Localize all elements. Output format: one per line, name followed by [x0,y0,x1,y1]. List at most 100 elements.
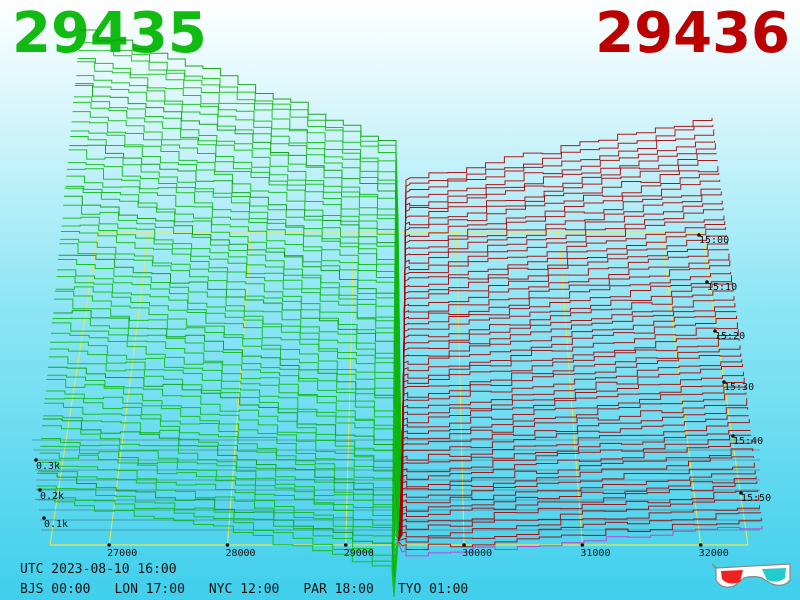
ask-depth-line [399,315,738,538]
time-tick-label: 15:40 [733,436,763,447]
bid-depth-line [78,50,403,536]
time-tick-dot [731,434,735,438]
ask-depth-line [399,345,741,539]
ask-depth-line [398,419,750,540]
bid-depth-line [54,298,401,539]
price-tick-dot [107,543,111,547]
ask-depth-line [399,359,743,539]
price-tick-dot [225,543,230,547]
ask-depth-line [399,338,740,539]
time-tick-dot [739,491,743,495]
bid-depth-line [68,149,402,537]
bid-depth-line [41,425,399,541]
chart-labels: 27000 28000 29000 30000 31000 32000 15:00 15:10… [34,233,771,559]
ask-depth-line [398,386,746,540]
time-tick-label: 15:10 [707,282,737,293]
ask-depth-line [397,505,760,541]
ask-depth-line [398,430,751,540]
ask-depth-line [399,363,743,539]
ask-depth-line [400,227,727,537]
bid-depth-line [46,379,400,540]
ask-depth-line [400,271,732,538]
ask-depth-line [399,288,734,538]
bid-depth-line [56,276,401,539]
price-tick-label: 30000 [462,548,492,559]
bid-depth-line [54,290,401,539]
ask-depth-line [397,495,760,541]
bid-depth-line [51,332,400,539]
time-tick-label: 15:00 [699,235,729,246]
bid-depth-line [62,216,401,538]
price-tick-dot [343,543,348,547]
city-time: TYO 01:00 [397,582,469,597]
bid-depth-line [65,185,402,537]
ask-depth-line [399,353,742,539]
price-tick-label: 28000 [225,548,255,559]
city-times: BJS 00:00 LON 17:00 NYC 12:00 PAR 18:00 TYO … [20,580,492,600]
ask-depth-line [400,191,722,537]
bid-depth-line [42,418,400,541]
time-tick-label: 15:30 [724,382,754,393]
bid-depth-line [57,269,401,539]
ask-depth-line [400,260,731,538]
utc-time: UTC 2023-08-10 16:00 [20,562,177,577]
volume-tick-label: 0.1k [44,519,68,530]
ask-depth-line [400,253,730,538]
bid-price: 29435 [12,1,207,66]
bid-depth-line [35,488,399,591]
ask-depth-line [400,179,721,536]
bid-depth-line [51,322,400,539]
time-tick-dot [722,380,726,384]
city-time: BJS 00:00 [20,582,91,597]
price-grid-line [455,231,465,546]
ask-depth-line [398,415,749,540]
bid-depth-line [52,317,401,539]
bid-depth-line [39,452,399,559]
price-tick-dot [698,543,703,547]
bid-depth-line [71,121,402,537]
clock-block: UTC 2023-08-10 16:00 BJS 00:00 LON 17:00 N… [20,560,492,600]
bid-depth-line [58,254,401,538]
ask-depth-line [401,129,715,536]
volume-tick-dot [34,458,38,462]
ask-depth-line [398,462,755,541]
bid-depth-line [73,101,402,536]
time-tick-label: 15:50 [741,493,771,504]
ask-depth-line [399,303,736,538]
bid-depth-line [75,83,403,536]
ask-depth-line [401,124,714,536]
ask-depth-line [397,517,762,550]
ask-price: 29436 [595,1,790,66]
bid-depth-line [70,130,402,537]
bid-depth-line [63,204,401,538]
3d-glasses-icon[interactable] [712,560,794,592]
price-tick-dot [462,543,466,547]
ask-depth-line [398,398,748,540]
ask-depth-line [400,221,726,537]
bid-depth-line [72,111,402,537]
bid-depth-line [79,42,403,536]
ask-depth-line [400,200,723,537]
bid-depth-line [69,144,402,537]
ask-depth-line [401,117,713,536]
ask-depth-line [398,470,756,541]
ask-depth-line [397,525,763,557]
ask-depth-surface [397,117,763,557]
ask-depth-line [399,275,732,538]
ask-depth-line [401,166,719,536]
ask-depth-line [401,153,717,536]
bid-depth-line [44,402,400,540]
ask-depth-line [399,296,735,538]
bid-depth-line [67,168,402,537]
bid-depth-line [53,310,401,539]
city-time: LON 17:00 [114,582,185,597]
ask-depth-line [398,439,753,540]
bid-depth-line [60,231,401,538]
ask-depth-line [398,456,754,541]
price-tick-label: 29000 [344,548,374,559]
ask-depth-line [398,476,757,541]
ask-depth-line [400,207,724,537]
bid-depth-line [66,175,402,537]
time-tick-dot [713,329,717,333]
